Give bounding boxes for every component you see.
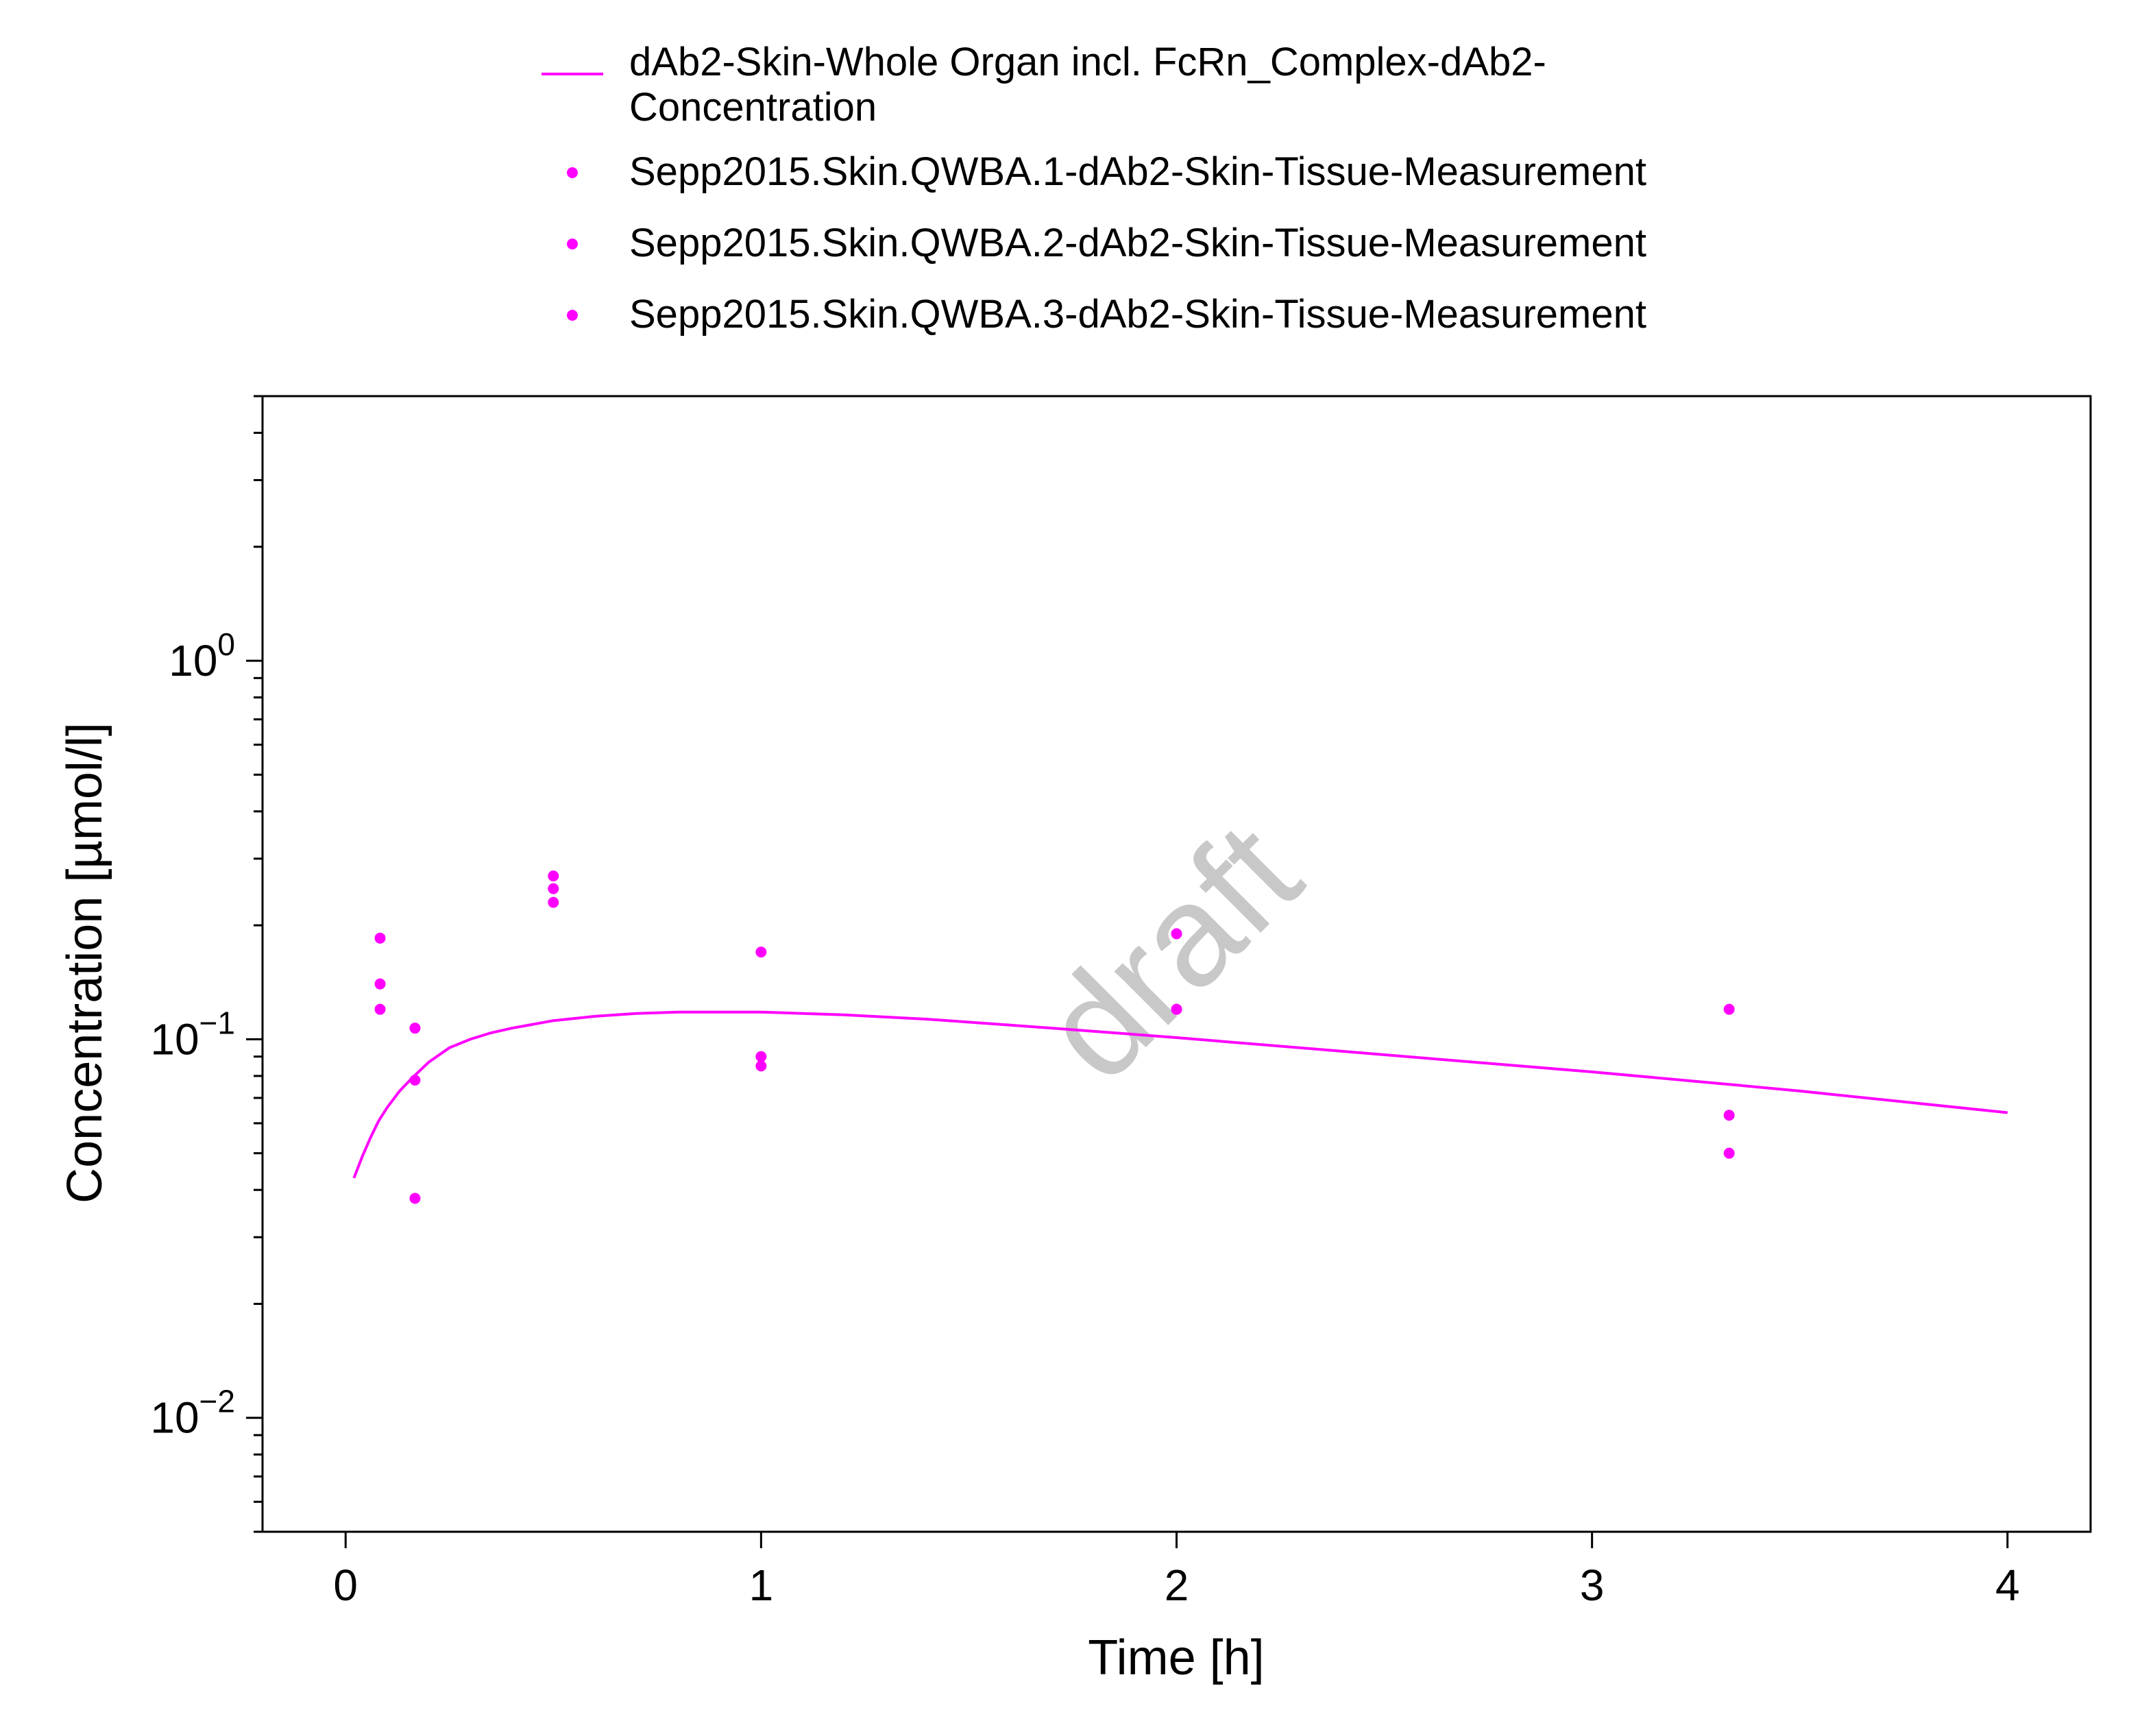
data-point-qwba-1 [374,932,386,944]
y-tick-label: 100 [169,626,235,685]
x-tick-label: 1 [749,1561,774,1610]
x-axis-label: Time [h] [1088,1630,1264,1685]
legend-marker-swatch [567,310,578,321]
legend-marker-swatch [567,167,578,178]
series-line-simulation [352,1010,2008,1179]
x-tick-label: 2 [1165,1561,1189,1610]
y-axis-label: Concentration [µmol/l] [58,722,112,1203]
legend-label-simulation: Concentration [629,85,877,130]
data-point-qwba-3 [755,1060,767,1072]
y-tick-label: 10−1 [150,1005,235,1064]
data-point-qwba-2 [1723,1110,1735,1121]
legend-marker-swatch [567,239,578,249]
data-point-qwba-1 [1723,1003,1735,1015]
data-point-qwba-3 [1171,1003,1182,1015]
x-tick-label: 4 [1995,1561,2020,1610]
series-layer [352,870,2008,1204]
data-point-qwba-2 [409,1074,421,1086]
legend-label-simulation: dAb2-Skin-Whole Organ incl. FcRn_Complex… [629,40,1546,84]
data-point-qwba-3 [548,896,559,908]
x-axis: 0 1 2 3 4 [333,1532,2020,1610]
x-tick-label: 0 [333,1561,358,1610]
watermark-text: draft [1012,793,1330,1110]
data-point-qwba-2 [548,883,559,894]
data-point-qwba-1 [409,1023,421,1034]
data-point-qwba-3 [409,1193,421,1204]
data-point-qwba-1 [548,870,559,882]
data-point-qwba-3 [1723,1147,1735,1159]
y-tick-label: 10−2 [150,1384,235,1443]
data-point-qwba-1 [755,946,767,958]
data-point-qwba-1 [1171,928,1182,940]
legend-label-measurement: Sepp2015.Skin.QWBA.1-dAb2-Skin-Tissue-Me… [629,149,1646,194]
data-point-qwba-3 [374,1003,386,1015]
y-axis: 10−2 10−1 100 [150,395,263,1533]
legend: dAb2-Skin-Whole Organ incl. FcRn_Complex… [541,40,1646,337]
legend-label-measurement: Sepp2015.Skin.QWBA.2-dAb2-Skin-Tissue-Me… [629,221,1646,265]
data-point-qwba-2 [374,978,386,990]
legend-label-measurement: Sepp2015.Skin.QWBA.3-dAb2-Skin-Tissue-Me… [629,292,1646,337]
data-point-qwba-2 [755,1051,767,1062]
x-tick-label: 3 [1580,1561,1605,1610]
